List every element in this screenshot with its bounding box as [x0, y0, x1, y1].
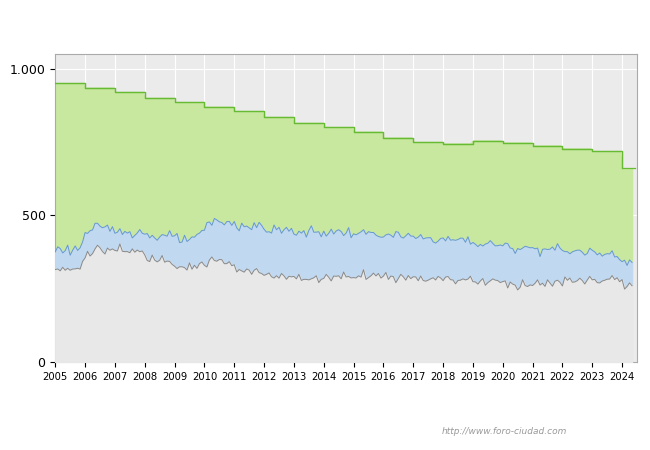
Text: http://www.foro-ciudad.com: http://www.foro-ciudad.com	[442, 428, 567, 436]
Text: Soba - Evolucion de la poblacion en edad de Trabajar Mayo de 2024: Soba - Evolucion de la poblacion en edad…	[112, 17, 538, 30]
